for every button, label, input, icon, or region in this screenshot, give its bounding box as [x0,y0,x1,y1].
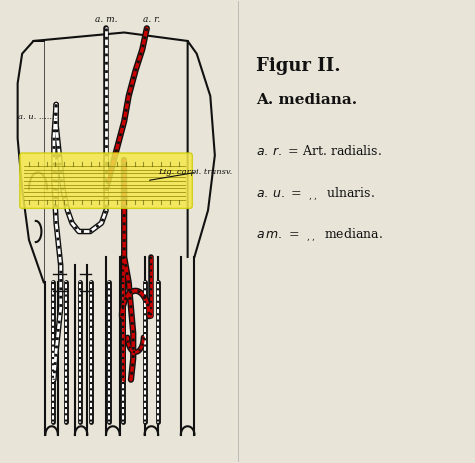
Text: a. u. ........: a. u. ........ [18,113,59,121]
Text: A. mediana.: A. mediana. [256,94,358,107]
Text: $a.\,u.$ =  $_{,,}$  ulnaris.: $a.\,u.$ = $_{,,}$ ulnaris. [256,186,375,203]
Text: a. r.: a. r. [143,15,160,24]
FancyBboxPatch shape [20,153,192,208]
Text: $a.\,r.$ = Art. radialis.: $a.\,r.$ = Art. radialis. [256,144,382,158]
Text: Figur II.: Figur II. [256,56,341,75]
Text: $a\,m.$ =  $_{,,}$  mediana.: $a\,m.$ = $_{,,}$ mediana. [256,227,383,244]
Text: a. m.: a. m. [95,15,117,24]
Text: Lig. carpi. transv.: Lig. carpi. transv. [158,168,232,176]
